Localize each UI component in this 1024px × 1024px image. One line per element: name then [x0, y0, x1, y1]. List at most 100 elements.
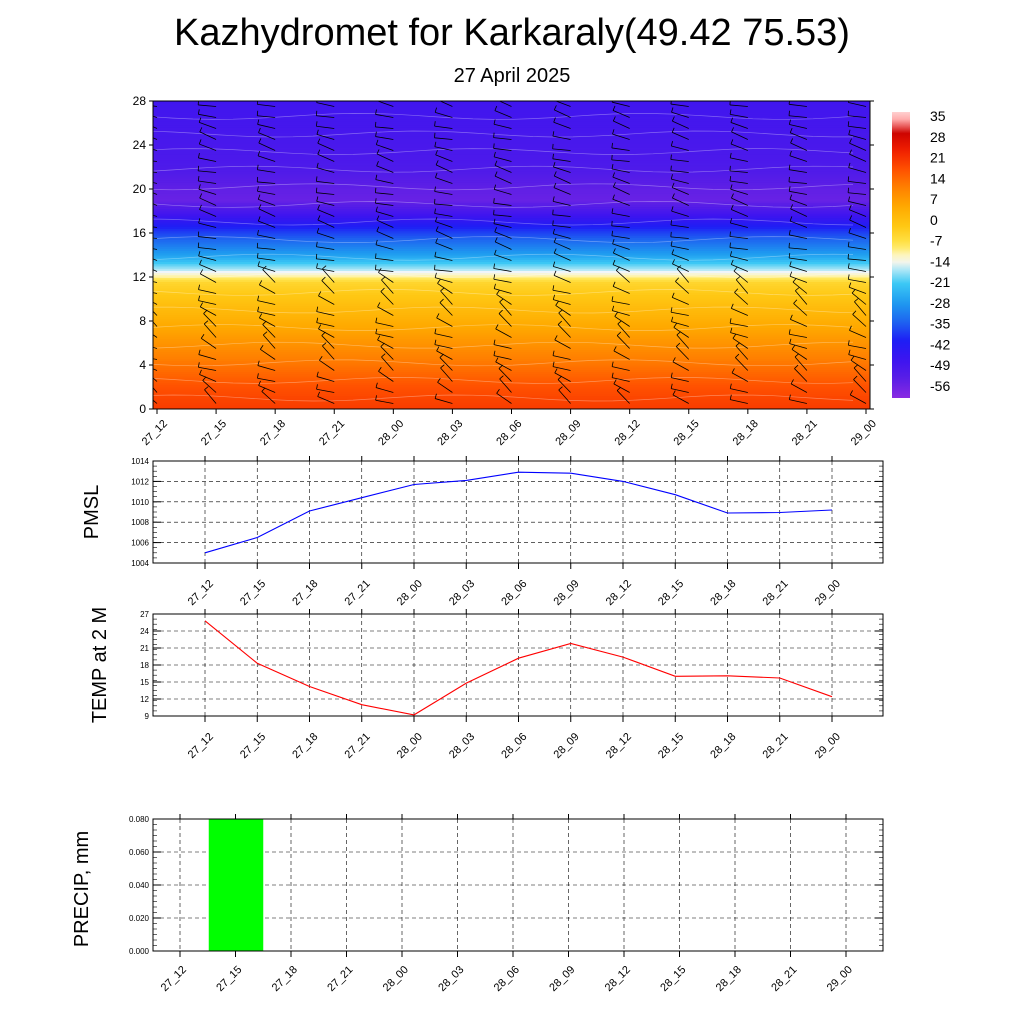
wind-barb: [555, 305, 571, 316]
wind-barb: [198, 236, 217, 239]
x-tick-label: 28_12: [604, 578, 634, 608]
wind-barb: [493, 344, 512, 349]
wind-barb: [257, 124, 276, 129]
isotherm-line: [153, 236, 854, 243]
wind-barb: [375, 387, 394, 393]
wind-barb-flag: [141, 259, 143, 264]
isotherm-line: [153, 271, 854, 279]
wind-barb: [316, 267, 335, 272]
wind-barb: [792, 281, 808, 294]
wind-barb-flag: [612, 172, 615, 178]
wind-barb: [493, 355, 512, 360]
wind-barb-flag: [496, 290, 500, 295]
wind-barb: [439, 101, 453, 107]
wind-barb: [435, 164, 453, 173]
temperature-band: [153, 318, 870, 322]
y-tick-label: 0.040: [129, 881, 150, 890]
wind-barb-flag: [729, 394, 732, 400]
wind-barb-flag: [851, 288, 856, 294]
wind-barb: [199, 143, 217, 151]
wind-barb-flag: [611, 208, 614, 214]
wind-barb-flag: [316, 263, 318, 269]
temperature-band: [153, 109, 870, 113]
temperature-band: [153, 316, 870, 320]
x-tick-label: 29_00: [813, 731, 843, 761]
wind-barb-flag: [788, 164, 791, 170]
wind-barb: [676, 268, 690, 283]
wind-barb-flag: [670, 307, 673, 313]
wind-barb: [730, 157, 748, 162]
wind-barb: [612, 101, 630, 107]
temperature-band: [153, 362, 870, 366]
wind-barb-flag: [259, 280, 263, 286]
temperature-band: [153, 254, 870, 258]
wind-barb-flag: [257, 360, 260, 366]
wind-barb: [552, 214, 571, 217]
wind-barb: [498, 313, 512, 327]
wind-barb: [788, 181, 807, 184]
temperature-band: [153, 274, 870, 278]
wind-barb-flag: [198, 117, 202, 123]
temperature-band: [153, 177, 870, 181]
wind-barb-flag: [493, 151, 496, 157]
wind-barb-flag: [671, 249, 675, 255]
temperature-band: [153, 327, 870, 331]
wind-barb: [731, 131, 749, 140]
wind-barb: [375, 126, 394, 129]
wind-barb-flag: [493, 283, 496, 289]
wind-barb-flag: [847, 340, 850, 346]
wind-barb-flag: [847, 241, 850, 247]
wind-barb: [436, 350, 453, 360]
temperature-band: [153, 195, 870, 199]
wind-barb-flag: [141, 117, 143, 122]
wind-barb-flag: [790, 138, 794, 144]
wind-barb: [498, 368, 512, 382]
wind-barb-flag: [493, 339, 496, 345]
temperature-band: [153, 340, 870, 344]
colorbar-scale: [892, 112, 910, 398]
wind-barb: [257, 300, 276, 305]
temperature-band: [153, 393, 870, 397]
wind-barb: [730, 322, 748, 327]
wind-barb: [434, 213, 453, 217]
temperature-band: [153, 168, 870, 172]
wind-barb: [554, 109, 571, 118]
x-tick-label: 27_21: [325, 964, 355, 994]
wind-barb: [316, 192, 335, 195]
wind-barb-flag: [435, 238, 438, 244]
wind-barb: [671, 253, 689, 261]
temperature-band: [153, 164, 870, 168]
wind-barb: [795, 290, 808, 305]
x-tick-label: 27_18: [290, 578, 320, 608]
wind-barb-flag: [434, 393, 437, 399]
wind-barb-flag: [730, 327, 733, 333]
wind-barb-flag: [199, 193, 203, 199]
wind-barb-flag: [729, 242, 731, 248]
y-tick-label: 1004: [131, 559, 149, 568]
y-tick-label: 1012: [131, 477, 149, 486]
wind-barb-flag: [259, 345, 264, 350]
wind-barb: [734, 292, 749, 305]
wind-barb: [848, 125, 867, 129]
wind-barb: [672, 120, 689, 129]
wind-barb: [730, 255, 748, 261]
wind-barb-flag: [553, 270, 557, 276]
wind-barb: [848, 167, 867, 173]
wind-barb-flag: [730, 117, 733, 123]
wind-barb-flag: [553, 182, 557, 188]
y-tick-label: 20: [133, 182, 147, 196]
wind-barb-flag: [553, 162, 556, 168]
temperature-band: [153, 102, 870, 106]
wind-barb: [435, 154, 453, 162]
wind-barb-flag: [434, 141, 437, 147]
wind-barb: [729, 247, 748, 250]
temperature-band: [153, 384, 870, 388]
wind-barb-flag: [139, 351, 140, 356]
isotherm-line: [153, 148, 854, 155]
wind-barb: [262, 269, 276, 283]
wind-barb-flag: [552, 209, 554, 215]
wind-barb: [853, 367, 867, 382]
wind-barb: [731, 264, 748, 272]
wind-barb: [495, 361, 512, 371]
wind-barb-flag: [788, 119, 791, 125]
